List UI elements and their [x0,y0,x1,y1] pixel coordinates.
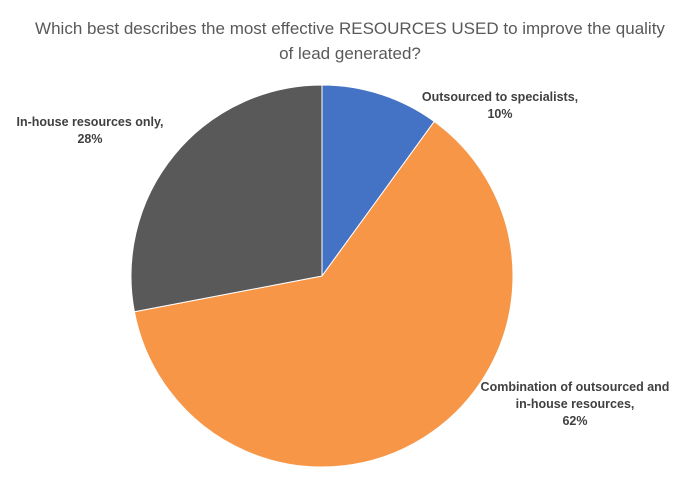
slice-label-3: In-house resources only, 28% [16,115,163,146]
pie-labels: Outsourced to specialists, 10% Combination… [16,90,669,428]
pie-slice-1 [321,84,435,278]
chart-title: Which best describes the most effective … [0,16,700,66]
slice-label-2: Combination of outsourced and in-house re… [481,380,670,428]
slice-label-1: Outsourced to specialists, 10% [422,90,578,121]
pie-slice-2 [133,120,514,468]
chart-title-line-1: Which best describes the most effective … [35,19,665,38]
pie-slice-3 [130,84,323,313]
pie-slices [130,84,514,468]
chart-title-line-2: of lead generated? [279,44,421,63]
